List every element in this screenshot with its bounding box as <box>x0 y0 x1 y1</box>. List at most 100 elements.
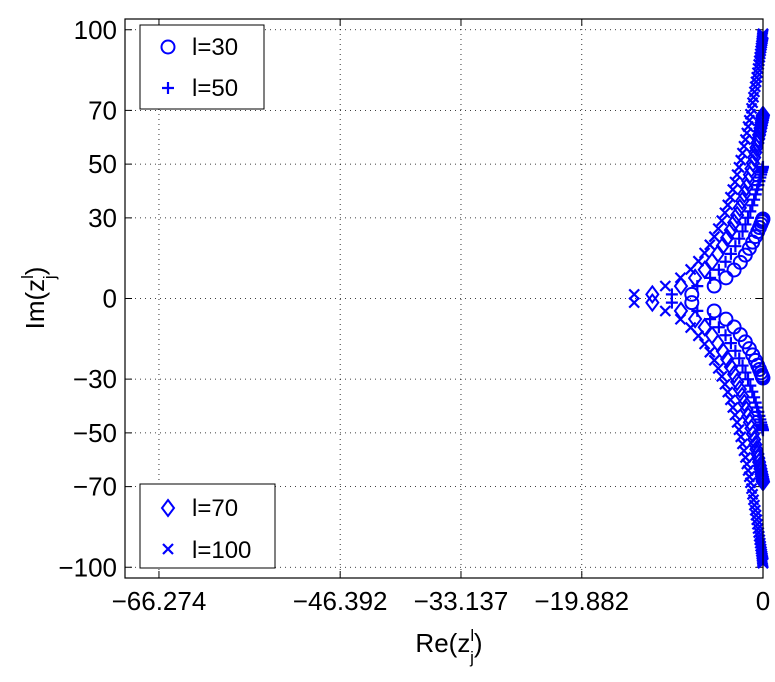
data-point <box>708 230 721 243</box>
data-point <box>733 352 746 365</box>
data-point <box>704 313 717 326</box>
data-point <box>744 379 757 392</box>
legend-marker-l30 <box>160 39 176 55</box>
data-point <box>739 366 752 379</box>
y-axis-label-sup: l <box>18 275 37 279</box>
y-tick-label: 100 <box>74 15 117 45</box>
data-point <box>729 372 745 392</box>
data-point <box>726 319 742 335</box>
data-point <box>628 296 640 309</box>
data-point <box>712 222 725 235</box>
data-point <box>645 292 660 313</box>
data-point <box>729 240 742 253</box>
data-point <box>742 373 755 386</box>
y-axis-label-main: Im(z <box>20 279 50 330</box>
data-point <box>708 354 721 367</box>
y-tick-label: 0 <box>103 284 117 314</box>
legend-marker-symbol <box>160 498 176 518</box>
data-point <box>724 394 737 406</box>
x-axis-label-close: ) <box>474 628 483 658</box>
data-point <box>687 309 703 329</box>
x-axis-label-sub: j <box>469 648 474 667</box>
data-point <box>739 218 752 231</box>
data-point <box>744 205 757 218</box>
legend-top-box <box>139 24 265 110</box>
data-point <box>684 321 697 334</box>
data-point <box>704 346 716 358</box>
data-point <box>706 303 722 319</box>
data-point <box>659 280 672 292</box>
data-point <box>718 270 734 286</box>
series-l100 <box>628 28 769 569</box>
data-point <box>674 313 687 326</box>
data-point <box>697 317 712 337</box>
data-point <box>742 211 755 224</box>
data-point <box>719 228 735 248</box>
data-point <box>697 260 712 280</box>
x-tick-label: 0 <box>756 586 770 616</box>
y-tick-label: −50 <box>73 418 117 448</box>
data-point <box>712 362 725 375</box>
data-point <box>716 370 728 383</box>
y-tick-label: 70 <box>88 95 117 125</box>
plot-frame <box>124 18 764 579</box>
legend-bottom: l=70 l=100 <box>139 483 276 569</box>
data-point <box>748 391 761 404</box>
data-point <box>715 236 731 256</box>
x-axis-label: Re(zl j) <box>415 626 482 667</box>
x-tick-label: −46.392 <box>293 586 388 616</box>
data-point <box>749 396 762 409</box>
x-axis-label-main: Re(z <box>415 628 470 658</box>
legend-marker-symbol <box>162 543 174 555</box>
data-point <box>716 214 728 227</box>
data-point <box>704 325 720 345</box>
data-point <box>724 337 737 350</box>
series-l70 <box>645 105 771 492</box>
data-point <box>673 276 689 296</box>
data-point <box>746 199 759 212</box>
data-point <box>752 522 764 535</box>
data-point <box>726 364 742 385</box>
legend-marker-symbol <box>160 39 176 55</box>
data-point <box>748 193 761 206</box>
legend-bottom-box <box>139 483 276 569</box>
data-point <box>718 311 734 327</box>
data-point <box>719 378 731 391</box>
data-point <box>712 321 725 334</box>
data-point <box>723 357 739 377</box>
data-point <box>698 338 711 350</box>
y-axis-label-close: ) <box>20 267 50 276</box>
data-point <box>722 199 734 211</box>
x-axis-label-sup: l <box>470 626 474 645</box>
data-point <box>684 295 700 311</box>
data-point <box>719 206 731 219</box>
data-point <box>729 344 742 357</box>
x-tick-label: −66.274 <box>112 586 207 616</box>
y-axis-label-sub: j <box>40 275 59 280</box>
y-tick-label: −70 <box>73 472 117 502</box>
y-tick-label: −100 <box>58 552 117 582</box>
legend-label-l50: l=50 <box>192 75 238 102</box>
data-marks <box>628 28 771 569</box>
legend-label-l100: l=100 <box>192 537 251 564</box>
data-point <box>674 271 687 284</box>
legend-label-l30: l=30 <box>192 34 238 61</box>
series-l50 <box>665 160 769 437</box>
x-tick-label: −33.137 <box>414 586 509 616</box>
data-point <box>746 385 759 398</box>
data-point <box>692 255 705 267</box>
data-point <box>704 271 717 284</box>
legend-label-l70: l=70 <box>192 495 238 522</box>
y-axis-label: Im(zl j) <box>18 267 59 330</box>
data-point <box>724 191 737 203</box>
data-point <box>719 329 732 342</box>
data-point <box>645 284 660 305</box>
data-point <box>659 305 672 317</box>
data-point <box>704 239 716 251</box>
x-tick-label: −19.882 <box>534 586 629 616</box>
data-point <box>724 247 737 260</box>
data-point <box>736 359 749 372</box>
data-point <box>687 268 703 288</box>
data-point <box>719 349 735 369</box>
